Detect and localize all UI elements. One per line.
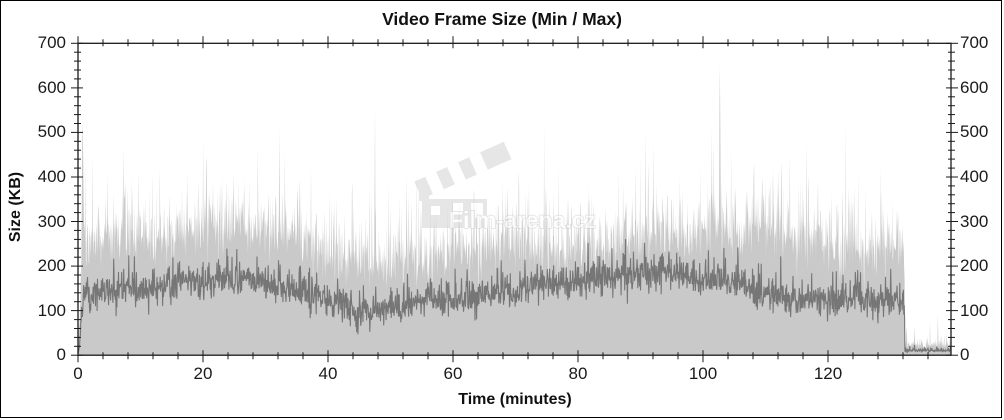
- svg-text:Film-arena.cz: Film-arena.cz: [449, 207, 596, 233]
